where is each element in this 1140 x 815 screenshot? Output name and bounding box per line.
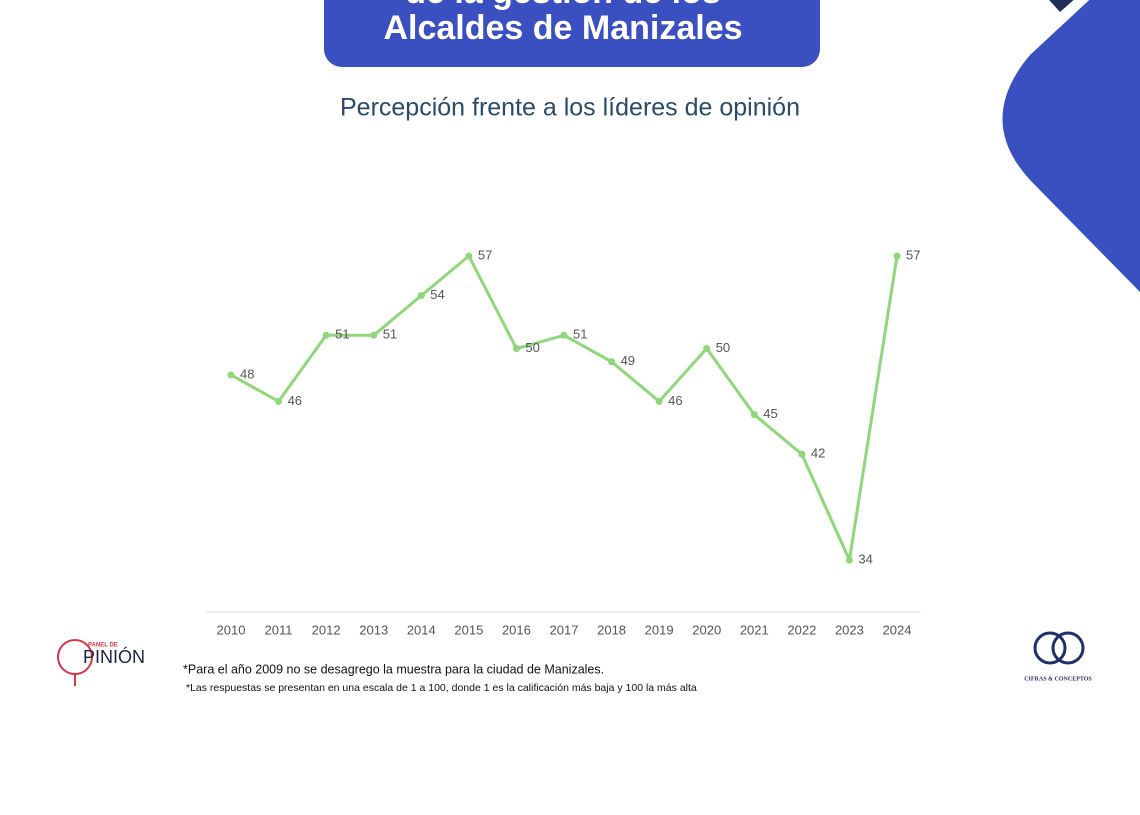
data-label: 51 (573, 327, 587, 342)
data-point (322, 331, 330, 339)
logo-text: PINIÓN (83, 646, 145, 667)
data-point (417, 292, 425, 300)
data-point (465, 252, 473, 260)
header-box (324, 0, 820, 67)
data-point (512, 345, 520, 353)
data-label: 49 (621, 353, 635, 368)
data-label: 50 (525, 340, 539, 355)
decor-shape (1002, 0, 1140, 292)
x-tick-label: 2024 (883, 622, 912, 637)
data-point (798, 450, 806, 458)
data-label: 42 (811, 446, 825, 461)
data-line (230, 254, 899, 562)
data-label: 34 (858, 551, 872, 566)
plot: 48 2010 46 2011 51 2012 51 2013 54 2014 57 2015 50 20… (217, 247, 921, 637)
x-tick-label: 2022 (787, 622, 816, 637)
data-label: 46 (668, 393, 682, 408)
data-label: 48 (240, 366, 254, 381)
data-point (608, 358, 616, 366)
data-label: 51 (383, 327, 397, 342)
x-tick-label: 2020 (692, 622, 721, 637)
data-point (275, 397, 283, 405)
data-point (703, 345, 711, 353)
logo-text: CIFRAS & CONCEPTOS (1024, 676, 1092, 682)
header-title: de la gestión de los (405, 0, 721, 11)
header-title: Alcaldes de Manizales (383, 9, 742, 47)
x-tick-label: 2012 (312, 622, 341, 637)
data-label: 57 (906, 247, 920, 262)
data-point (655, 397, 663, 405)
x-tick-label: 2021 (740, 622, 769, 637)
data-point (750, 411, 758, 419)
data-label: 57 (478, 247, 492, 262)
x-tick-label: 2023 (835, 622, 864, 637)
x-tick-label: 2016 (502, 622, 531, 637)
x-tick-label: 2014 (407, 622, 436, 637)
x-tick-label: 2011 (265, 622, 293, 637)
data-label: 54 (430, 287, 444, 302)
data-point (893, 252, 901, 260)
x-tick-label: 2013 (359, 622, 388, 637)
x-tick-label: 2010 (217, 622, 246, 637)
x-tick-label: 2017 (550, 622, 579, 637)
footnote: *Las respuestas se presentan en una esca… (186, 682, 697, 694)
data-label: 46 (288, 393, 302, 408)
data-point (227, 371, 235, 379)
footnote: *Para el año 2009 no se desagrego la mue… (183, 662, 604, 676)
x-tick-label: 2018 (597, 622, 626, 637)
x-tick-label: 2015 (454, 622, 483, 637)
data-label: 51 (335, 327, 349, 342)
decor-shape (1049, 0, 1074, 12)
data-point (560, 331, 568, 339)
logo-icon (1051, 631, 1085, 665)
data-point (845, 556, 853, 564)
chart-subtitle: Percepción frente a los líderes de opini… (340, 94, 800, 122)
data-label: 45 (763, 406, 777, 421)
logo-text: PANEL DE (88, 643, 118, 649)
data-label: 50 (716, 340, 730, 355)
x-tick-label: 2019 (645, 622, 674, 637)
data-point (370, 331, 378, 339)
logo-icon (1033, 631, 1067, 665)
